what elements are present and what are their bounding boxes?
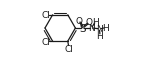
- Text: H: H: [102, 24, 108, 33]
- Text: N: N: [96, 25, 103, 34]
- Text: O: O: [85, 17, 92, 26]
- Text: N: N: [88, 24, 95, 33]
- Text: H: H: [96, 32, 103, 40]
- Text: H: H: [92, 17, 99, 26]
- Text: Cl: Cl: [41, 11, 50, 20]
- Text: Cl: Cl: [41, 37, 50, 46]
- Text: O: O: [76, 17, 83, 25]
- Text: Cl: Cl: [64, 44, 73, 53]
- Text: S: S: [79, 24, 86, 33]
